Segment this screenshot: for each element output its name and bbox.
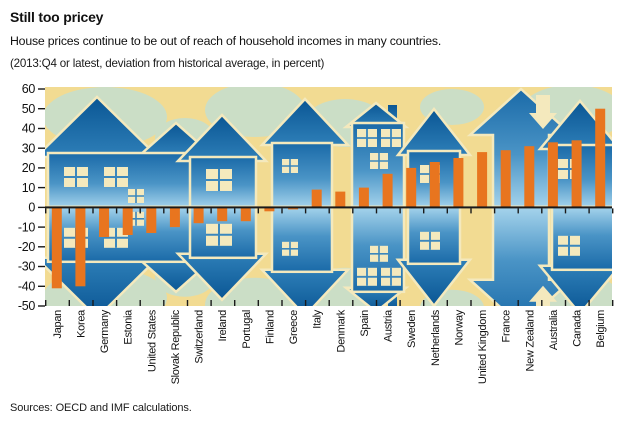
y-axis-label: -30 (18, 260, 36, 274)
bar-united-kingdom (477, 152, 488, 208)
x-axis-label-greece: Greece (288, 310, 300, 344)
y-axis-label: 0 (28, 201, 35, 215)
bar-new-zealand (524, 146, 535, 208)
x-axis-label-italy: Italy (312, 309, 324, 328)
price-deviation-chart: 60 50 40 30 20 10 0 -10 -20 -30 -40 -50 Japan Korea G… (18, 83, 614, 385)
y-tick (38, 285, 45, 287)
y-tick (38, 108, 45, 110)
y-axis-label: 10 (22, 181, 36, 195)
y-axis: 60 50 40 30 20 10 0 -10 -20 -30 -40 -50 (18, 83, 45, 313)
x-axis-label-austria: Austria (383, 309, 395, 342)
bottom-tick-row (45, 300, 614, 306)
x-axis-label-finland: Finland (264, 310, 276, 344)
x-axis-label-netherlands: Netherlands (430, 309, 442, 366)
chart-title: Still too pricey (10, 9, 104, 25)
y-axis-label: 50 (22, 102, 36, 116)
bar-united-states (146, 207, 157, 233)
y-tick (38, 186, 45, 189)
y-tick (38, 206, 45, 209)
y-tick (38, 226, 45, 228)
bar-series (51, 108, 606, 289)
y-tick (38, 88, 45, 90)
bar-australia (547, 142, 558, 208)
x-axis-label-slovak-republic: Slovak Republic (170, 309, 182, 384)
y-tick (38, 246, 45, 248)
bar-norway (453, 158, 464, 208)
y-axis-label: -10 (18, 220, 36, 234)
y-axis-label: -20 (18, 240, 36, 254)
bar-denmark (335, 191, 346, 208)
y-tick (38, 305, 45, 307)
x-axis-label-united-kingdom: United Kingdom (477, 310, 489, 384)
y-axis-label: 60 (22, 83, 36, 96)
x-axis-label-united-states: United States (146, 309, 158, 372)
y-tick (38, 265, 45, 268)
y-axis-label: -50 (18, 299, 36, 313)
x-axis-label-estonia: Estonia (123, 309, 135, 345)
bar-switzerland (193, 207, 204, 224)
y-axis-label: -40 (18, 280, 36, 294)
x-axis-label-france: France (501, 310, 513, 343)
bar-canada (571, 140, 582, 208)
y-tick (38, 127, 45, 130)
y-tick (38, 147, 45, 149)
x-axis-label-sweden: Sweden (406, 310, 418, 348)
bar-sweden (406, 167, 417, 208)
x-axis-label-korea: Korea (75, 309, 87, 338)
x-axis-label-canada: Canada (572, 309, 584, 347)
zero-axis (45, 206, 614, 214)
bar-finland (264, 207, 275, 212)
y-axis-label: 40 (22, 122, 36, 136)
chart-unit-note: (2013:Q4 or latest, deviation from histo… (10, 57, 325, 70)
x-axis-label-japan: Japan (52, 310, 64, 339)
y-axis-label: 30 (22, 141, 36, 155)
x-axis-label-norway: Norway (453, 309, 465, 345)
bar-france (500, 150, 511, 208)
x-axis-label-belgium: Belgium (595, 310, 607, 348)
bar-spain (358, 187, 369, 208)
y-axis-label: 20 (22, 161, 36, 175)
x-axis-label-ireland: Ireland (217, 310, 229, 342)
bar-japan (51, 207, 62, 289)
x-axis-label-spain: Spain (359, 310, 371, 337)
chart-subtitle: House prices continue to be out of reach… (10, 34, 442, 48)
bar-austria (382, 173, 393, 208)
bar-netherlands (429, 162, 440, 208)
x-axis-label-germany: Germany (99, 309, 111, 353)
x-axis-label-switzerland: Switzerland (194, 310, 206, 364)
country-labels: Japan Korea Germany Estonia United States Slo… (52, 309, 607, 385)
source-note: Sources: OECD and IMF calculations. (10, 402, 192, 414)
bar-slovak-republic (169, 207, 180, 228)
bar-portugal (240, 207, 251, 222)
bar-korea (75, 207, 86, 287)
x-axis-label-denmark: Denmark (335, 309, 347, 352)
bar-germany (99, 207, 110, 237)
x-axis-label-australia: Australia (548, 309, 560, 350)
bar-belgium (595, 108, 606, 208)
bar-estonia (122, 207, 133, 235)
y-tick (38, 167, 45, 169)
bar-ireland (217, 207, 228, 222)
x-axis-label-new-zealand: New Zealand (524, 310, 536, 372)
x-axis-label-portugal: Portugal (241, 310, 253, 349)
bar-italy (311, 189, 322, 208)
